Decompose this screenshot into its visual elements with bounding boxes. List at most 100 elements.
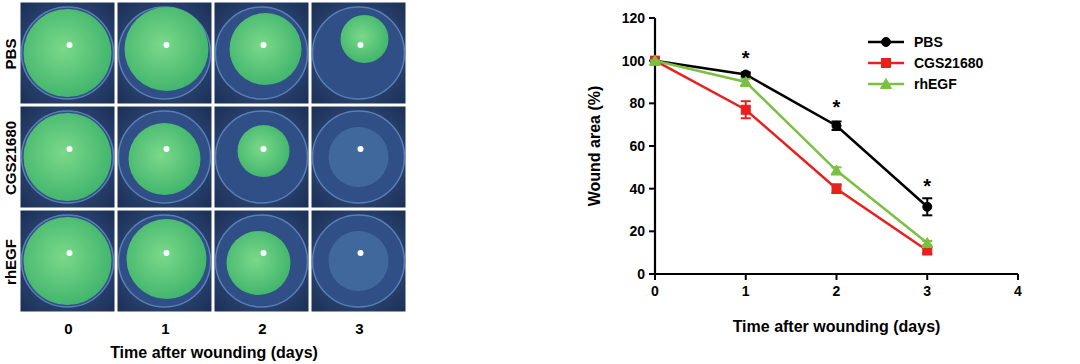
y-axis-label: Wound area (%): [586, 86, 603, 207]
cornea: [313, 111, 405, 203]
light-reflex: [261, 146, 267, 152]
data-point: [922, 238, 933, 248]
error-bar: [832, 184, 842, 193]
eye-photo: [20, 210, 115, 312]
fluorescein-stain: [127, 219, 207, 299]
eye-photo: [311, 210, 406, 312]
x-tick-label: 1: [742, 283, 750, 299]
data-point: [740, 77, 751, 87]
x-tick: [654, 274, 656, 280]
legend-marker: [882, 38, 891, 47]
x-tick: [1017, 274, 1019, 280]
y-tick-label: 100: [622, 53, 646, 69]
row-label: CGS21680: [2, 121, 19, 195]
x-tick: [926, 274, 928, 280]
legend-label: CGS21680: [914, 55, 983, 71]
photo-background: [20, 106, 115, 208]
x-tick-label: 2: [833, 283, 841, 299]
eye-photo: [20, 106, 115, 208]
light-reflex: [164, 42, 170, 48]
data-point: [651, 56, 660, 65]
y-tick-label: 60: [629, 138, 645, 154]
eye-photo: [117, 2, 212, 104]
error-bar: [832, 121, 842, 130]
data-point: [831, 165, 842, 175]
light-reflex: [358, 146, 364, 152]
photo-background: [214, 210, 309, 312]
cornea: [216, 111, 308, 203]
cornea: [313, 215, 405, 307]
fluorescein-stain: [24, 113, 112, 201]
series-line: [655, 61, 927, 251]
eye-photo: [311, 2, 406, 104]
light-reflex: [261, 42, 267, 48]
eye-photo: [214, 2, 309, 104]
fluorescein-stain: [238, 125, 290, 177]
error-bar: [741, 101, 751, 118]
x-tick: [745, 274, 747, 280]
significance-mark: *: [742, 47, 750, 69]
legend-marker: [882, 59, 891, 68]
legend: PBS CGS21680 rhEGF: [868, 34, 983, 92]
y-tick-label: 0: [637, 266, 645, 282]
fluorescein-stain: [24, 217, 112, 305]
x-tick-label: 0: [651, 283, 659, 299]
data-point: [832, 121, 841, 130]
x-tick-label: 3: [923, 283, 931, 299]
significance-mark: *: [833, 96, 841, 118]
legend-marker: [881, 79, 892, 89]
column-label: 2: [258, 320, 266, 337]
series: [650, 55, 933, 247]
series-line: [655, 61, 927, 243]
series: [650, 56, 932, 255]
figure: PBS CGS21680 rhEGF 0 1 2 3 Time after wounding …: [0, 0, 1080, 364]
error-cap: [922, 214, 932, 216]
legend-label: rhEGF: [914, 76, 957, 92]
photo-background: [214, 106, 309, 208]
x-tick: [836, 274, 838, 280]
data-point: [651, 56, 660, 65]
error-cap: [741, 117, 751, 119]
cornea: [119, 111, 211, 203]
significance-mark: *: [923, 175, 931, 197]
image-panel: PBSCGS21680rhEGF0123Time after wounding …: [2, 2, 406, 361]
light-reflex: [358, 250, 364, 256]
photo-background: [20, 210, 115, 312]
column-label: 1: [161, 320, 169, 337]
row-label: rhEGF: [2, 239, 19, 285]
y-tick: [649, 145, 655, 147]
x-axis-label: Time after wounding (days): [733, 318, 941, 335]
y-tick-label: 120: [622, 10, 646, 26]
data-point: [741, 105, 750, 114]
fluorescein-stain: [227, 231, 291, 295]
column-label: 0: [64, 320, 72, 337]
photo-background: [311, 2, 406, 104]
error-bar: [922, 198, 932, 215]
fluorescein-stain: [129, 123, 201, 195]
healed-cornea: [329, 231, 389, 291]
fluorescein-stain: [24, 9, 112, 97]
y-tick-label: 80: [629, 95, 645, 111]
fluorescein-stain: [341, 15, 389, 63]
data-point: [832, 184, 841, 193]
light-reflex: [358, 42, 364, 48]
data-point: [923, 202, 932, 211]
light-reflex: [67, 42, 73, 48]
y-tick: [649, 230, 655, 232]
light-reflex: [164, 146, 170, 152]
eye-photo: [117, 210, 212, 312]
eye-photo: [117, 106, 212, 208]
plot-area: [650, 55, 933, 255]
fluorescein-stain: [125, 7, 209, 91]
y-tick: [649, 17, 655, 19]
y-tick: [649, 188, 655, 190]
photo-background: [117, 210, 212, 312]
cornea: [216, 7, 308, 99]
cornea: [22, 111, 114, 203]
data-point: [650, 55, 661, 65]
cornea: [119, 215, 211, 307]
x-tick-label: 4: [1014, 283, 1022, 299]
legend-label: PBS: [914, 34, 943, 50]
chart: 02040608010012001234Time after wounding …: [586, 10, 1022, 335]
eye-photo: [311, 106, 406, 208]
